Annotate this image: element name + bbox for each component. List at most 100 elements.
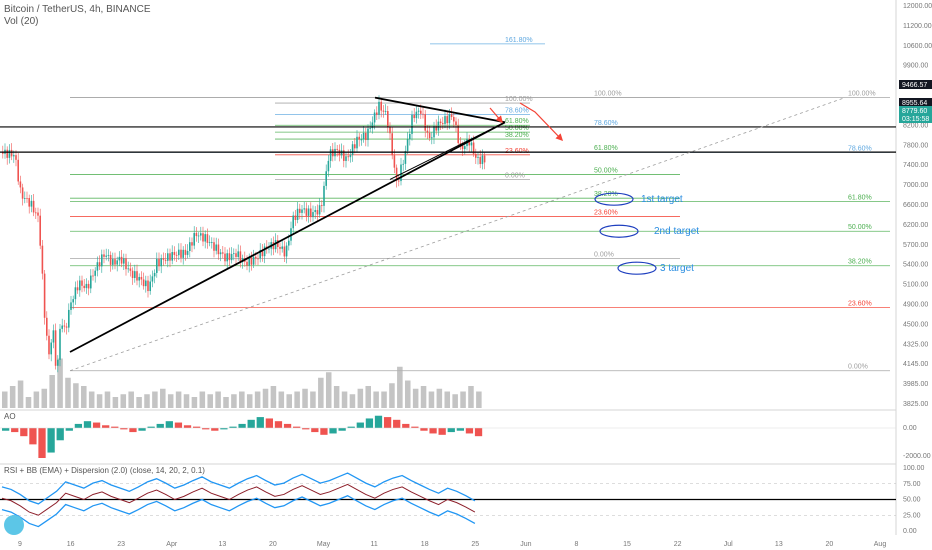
candle-body [149,281,151,292]
ao-bar [83,421,92,428]
candle-body [41,245,44,274]
ao-bar [283,423,292,428]
candle-body [46,317,48,336]
candle-body [294,215,297,220]
triangle-upper-line [374,96,506,124]
candle-body [109,254,112,265]
candle-body [378,101,380,115]
candle-body [35,212,37,214]
candle-body [118,256,121,261]
volume-bar [136,397,142,408]
fib-retracements: 100.00%78.60%61.80%50.00%38.20%23.60%0.0… [70,37,890,372]
candle-body [281,246,283,249]
ao-bar [465,428,474,434]
candle-body [173,252,176,255]
candle-body [444,116,446,124]
candle-body [98,262,101,267]
candle-body [277,240,279,248]
candle-body [184,249,187,255]
ao-bar [420,428,428,431]
candle-body [112,259,114,265]
candle-body [422,113,424,115]
ao-bar [220,428,228,430]
candle-body [215,244,217,251]
ao-bar [429,428,437,434]
ao-bar [138,428,146,431]
candle-body [147,280,149,292]
candle-body [453,116,455,122]
volume-bar [246,394,253,408]
fib-large-label: 23.60% [848,301,872,308]
time-tick-label: 15 [623,541,631,548]
candle-body [332,149,334,157]
ao-bar [147,426,155,428]
candle-body [329,149,332,161]
volume-bar [420,386,427,408]
candle-body [321,205,323,207]
candle-body [325,171,327,186]
ao-bar [256,417,264,428]
price-tick-label: 11200.00 [903,23,932,30]
volume-bar [476,391,482,408]
volume-bar [152,391,158,408]
candle-body [162,258,165,260]
candle-body [349,155,352,158]
fib-large-label: 50.00% [848,224,872,231]
fib-large-label: 61.80% [848,195,872,202]
price-tick-label: 10600.00 [903,43,932,50]
volume-bar [104,391,111,408]
ao-bar [2,428,10,431]
candle-body [431,137,433,139]
candle-body [226,253,228,262]
candle-body [316,210,319,215]
candle-body [54,330,57,366]
candle-body [105,255,107,257]
candle-body [305,208,308,216]
candle-body [37,212,39,216]
ao-bar [338,428,346,431]
candle-body [32,200,35,213]
fib-medium-label: 100.00% [594,91,622,98]
candle-body [138,276,140,281]
price-tick-label: 5700.00 [903,242,928,249]
ao-bar [383,417,392,428]
volume-bar [25,397,32,408]
candle-body [426,130,429,133]
ao-bar [56,428,64,441]
volume-bar [270,386,277,408]
time-tick-label: 25 [471,541,479,548]
candle-body [406,139,409,152]
candle-body [479,156,481,165]
ao-bar [311,428,319,433]
candle-body [261,249,264,257]
time-tick-label: 9 [18,541,22,548]
candle-body [373,112,376,123]
candle-body [134,271,136,278]
candle-body [417,110,420,112]
price-tick-label: 7400.00 [903,162,928,169]
candle-body [30,200,33,207]
volume-bar [428,391,435,408]
price-tick-label: 3985.00 [903,381,928,388]
candle-body [400,164,402,182]
time-tick-label: Aug [874,541,887,548]
candle-body [413,114,415,119]
candle-body [459,143,462,145]
candle-body [340,150,343,156]
candle-body [70,302,72,310]
candle-body [2,152,4,154]
price-tick-label: 3825.00 [903,401,928,408]
ao-bar [102,425,110,428]
candle-body [404,151,407,164]
candle-body [74,287,77,300]
candle-body [13,155,15,157]
rsi-lower-band [1,494,476,528]
tradingview-logo-icon[interactable] [4,515,24,535]
candle-body [19,181,22,188]
candle-body [186,251,189,255]
rsi-tick-label: 25.00 [903,512,921,519]
symbol-title: Bitcoin / TetherUS, 4h, BINANCE [4,4,151,15]
price-tick-label: 7800.00 [903,142,928,149]
candle-body [393,155,396,168]
